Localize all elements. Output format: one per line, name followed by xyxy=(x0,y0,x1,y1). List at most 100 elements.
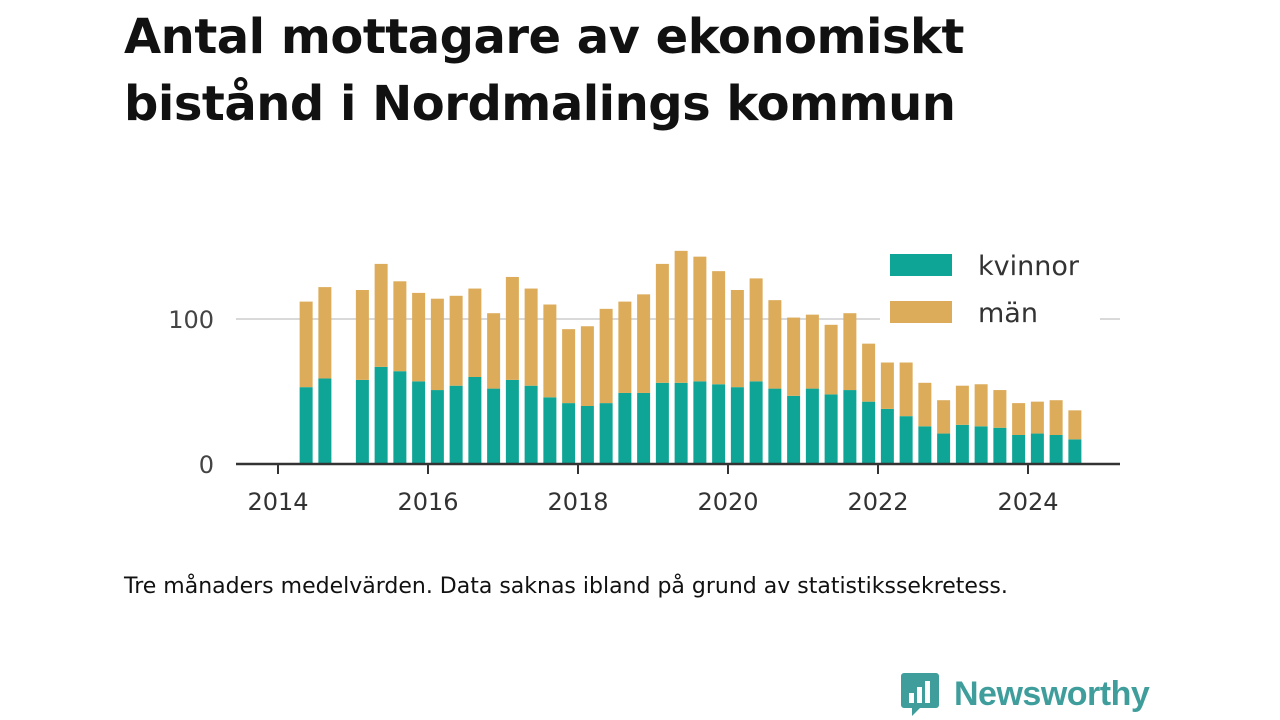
bar-kvinnor xyxy=(318,378,332,464)
bar-man xyxy=(505,276,519,380)
footnote: Tre månaders medelvärden. Data saknas ib… xyxy=(124,574,1008,599)
bar-kvinnor xyxy=(487,388,501,464)
bar-man xyxy=(843,313,857,391)
bar-kvinnor xyxy=(599,403,613,464)
bar-kvinnor xyxy=(524,385,538,464)
bar-man xyxy=(618,301,632,393)
bar-man xyxy=(787,317,801,396)
bar-kvinnor xyxy=(618,392,632,464)
bar-kvinnor xyxy=(937,433,951,464)
bar-kvinnor xyxy=(468,377,482,464)
x-tick-label: 2024 xyxy=(997,488,1058,516)
bar-man xyxy=(937,400,951,434)
bar-man xyxy=(412,292,426,382)
bar-kvinnor xyxy=(449,385,463,464)
bar-kvinnor xyxy=(1012,435,1026,464)
bar-man xyxy=(374,263,388,367)
bar-man xyxy=(693,256,707,382)
bar-kvinnor xyxy=(412,381,426,464)
legend-swatch xyxy=(890,301,952,323)
bar-kvinnor xyxy=(355,379,369,464)
bar-kvinnor xyxy=(712,384,726,464)
bar-kvinnor xyxy=(580,406,594,464)
x-tick-label: 2014 xyxy=(247,488,308,516)
bar-man xyxy=(449,295,463,386)
bar-kvinnor xyxy=(1049,435,1063,464)
bar-kvinnor xyxy=(562,403,576,464)
bar-kvinnor xyxy=(805,388,819,464)
bar-kvinnor xyxy=(993,427,1007,464)
bar-man xyxy=(318,287,332,379)
bar-man xyxy=(974,384,988,427)
bar-man xyxy=(862,343,876,402)
legend-label: kvinnor xyxy=(978,251,1080,282)
bar-man xyxy=(674,250,688,383)
bar-kvinnor xyxy=(374,366,388,464)
bar-man xyxy=(580,326,594,406)
bar-man xyxy=(712,271,726,385)
bar-kvinnor xyxy=(543,397,557,464)
bar-kvinnor xyxy=(880,408,894,464)
bar-man xyxy=(993,390,1007,428)
bar-kvinnor xyxy=(862,401,876,464)
legend-label: män xyxy=(978,298,1038,329)
x-tick-label: 2018 xyxy=(547,488,608,516)
bar-kvinnor xyxy=(299,387,313,464)
bar-man xyxy=(824,324,838,395)
bar-man xyxy=(1030,401,1044,434)
bar-kvinnor xyxy=(674,382,688,464)
bar-man xyxy=(543,304,557,398)
bar-kvinnor xyxy=(918,426,932,464)
bar-kvinnor xyxy=(843,390,857,464)
bar-man xyxy=(524,288,538,386)
x-tick-label: 2020 xyxy=(697,488,758,516)
bar-man xyxy=(805,314,819,389)
bar-kvinnor xyxy=(655,382,669,464)
y-tick-label: 0 xyxy=(199,451,214,479)
newsworthy-icon xyxy=(901,673,939,716)
bar-man xyxy=(599,308,613,404)
bar-man xyxy=(730,290,744,388)
bar-man xyxy=(749,278,763,382)
bar-man xyxy=(955,385,969,425)
bar-man xyxy=(393,281,407,372)
axes: 0 100 2014 2016 2018 2020 2022 2024 xyxy=(168,306,1120,516)
bar-kvinnor xyxy=(1068,439,1082,464)
bar-man xyxy=(880,362,894,409)
bar-kvinnor xyxy=(637,392,651,464)
brand-name: Newsworthy xyxy=(954,674,1150,713)
legend: kvinnor män xyxy=(880,246,1100,336)
y-tick-label: 100 xyxy=(168,306,214,334)
bar-man xyxy=(918,382,932,427)
brand-logo: Newsworthy xyxy=(900,668,1150,720)
bar-man xyxy=(1012,403,1026,435)
bar-kvinnor xyxy=(974,426,988,464)
bar-kvinnor xyxy=(730,387,744,464)
x-tick-label: 2016 xyxy=(397,488,458,516)
bar-man xyxy=(430,298,444,391)
bar-man xyxy=(637,294,651,393)
bar-kvinnor xyxy=(787,395,801,464)
bar-kvinnor xyxy=(693,381,707,464)
bar-kvinnor xyxy=(768,388,782,464)
bar-kvinnor xyxy=(430,390,444,464)
bar-man xyxy=(562,329,576,404)
bar-man xyxy=(299,301,313,388)
bar-kvinnor xyxy=(393,371,407,464)
bar-man xyxy=(487,313,501,389)
chart-title: Antal mottagare av ekonomiskt bistånd i … xyxy=(124,9,964,132)
bar-man xyxy=(1049,400,1063,435)
bar-man xyxy=(468,288,482,377)
bar-kvinnor xyxy=(955,424,969,464)
bar-man xyxy=(1068,410,1082,440)
x-tick-label: 2022 xyxy=(847,488,908,516)
bars xyxy=(299,250,1082,464)
bar-man xyxy=(355,290,369,380)
bar-kvinnor xyxy=(899,416,913,464)
bar-man xyxy=(899,362,913,417)
bar-kvinnor xyxy=(824,394,838,464)
bar-man xyxy=(655,263,669,383)
legend-swatch xyxy=(890,254,952,276)
bar-kvinnor xyxy=(1030,433,1044,464)
